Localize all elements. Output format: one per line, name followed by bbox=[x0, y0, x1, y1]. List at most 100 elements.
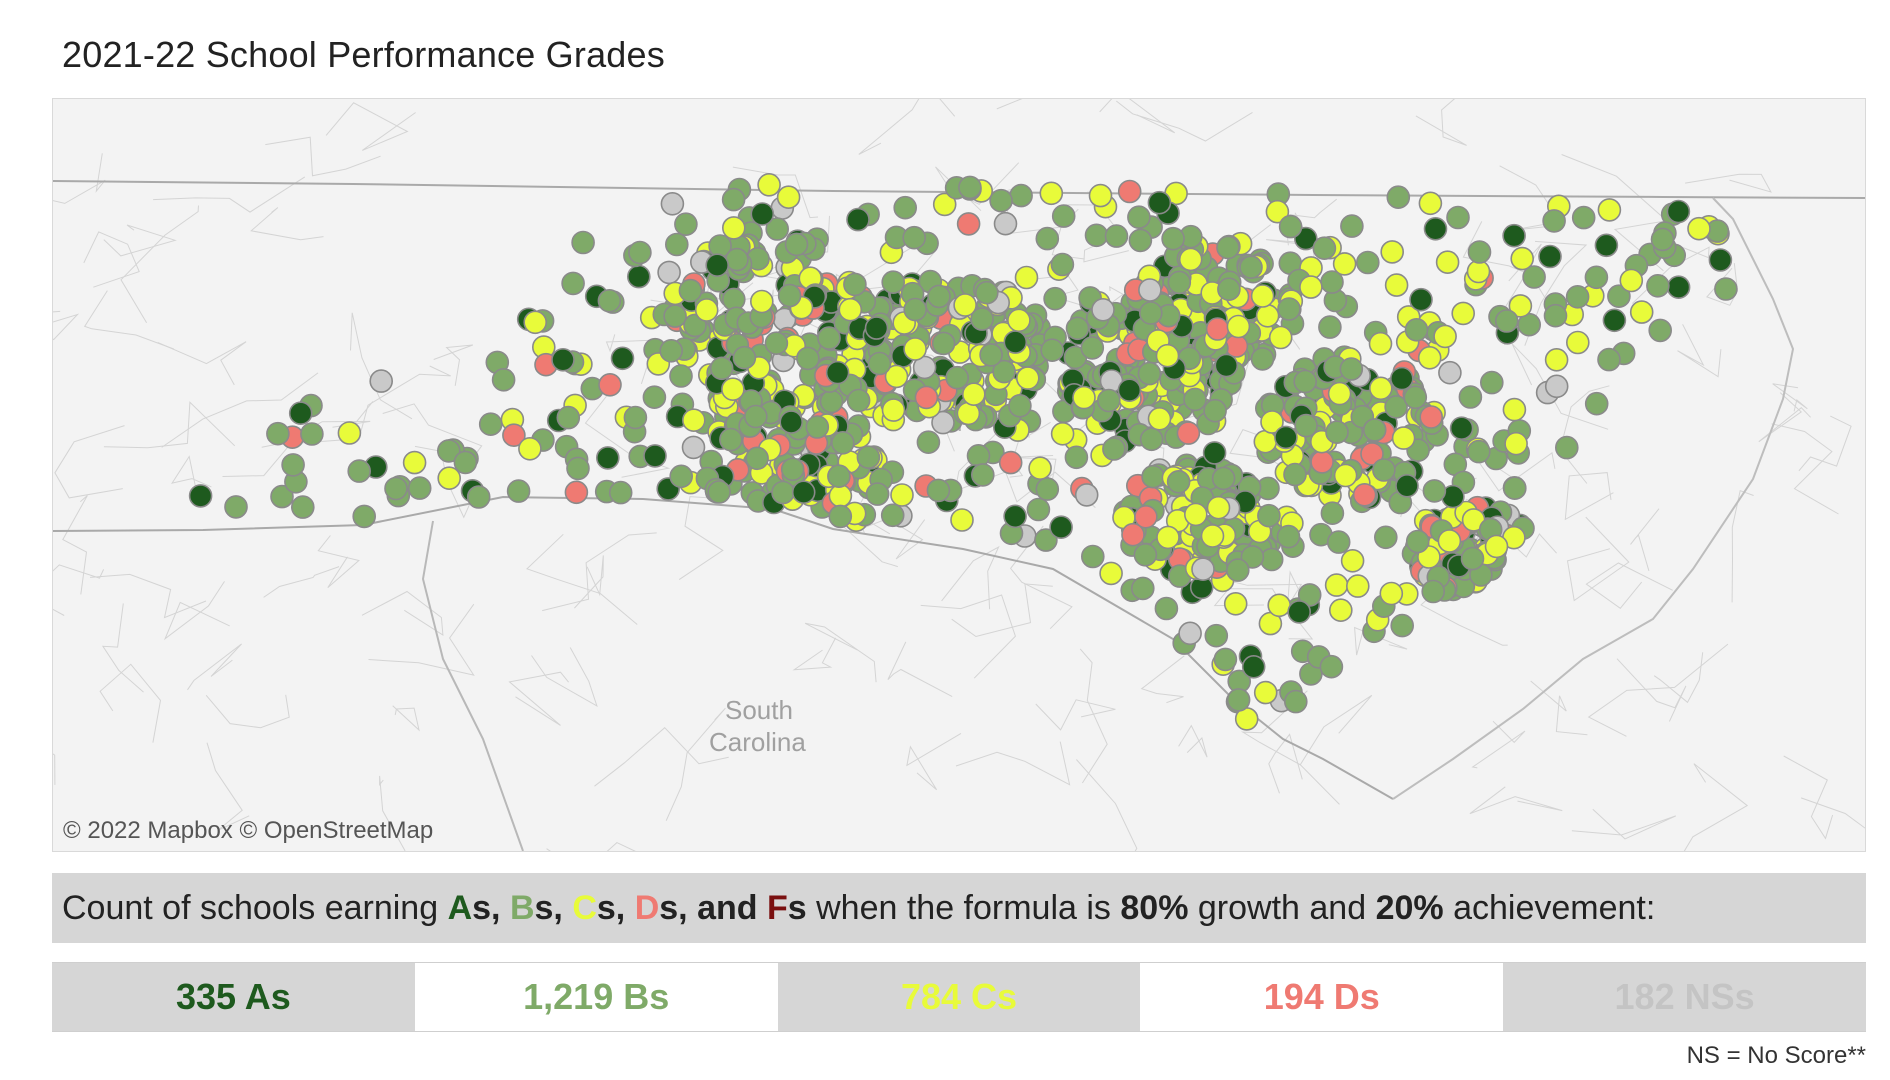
school-point-b[interactable] bbox=[916, 430, 941, 455]
school-point-a[interactable] bbox=[1390, 366, 1414, 391]
school-point-a[interactable] bbox=[1241, 654, 1266, 679]
school-point-b[interactable] bbox=[224, 495, 248, 519]
school-point-a[interactable] bbox=[1502, 223, 1526, 248]
school-point-c[interactable] bbox=[890, 483, 914, 507]
school-point-c[interactable] bbox=[518, 436, 542, 461]
school-point-b[interactable] bbox=[266, 421, 290, 446]
school-point-a[interactable] bbox=[626, 264, 651, 289]
school-point-b[interactable] bbox=[628, 240, 652, 265]
school-point-b[interactable] bbox=[725, 247, 749, 272]
school-point-b[interactable] bbox=[1009, 183, 1033, 208]
school-point-b[interactable] bbox=[663, 304, 687, 328]
school-point-a[interactable] bbox=[288, 401, 313, 426]
school-point-b[interactable] bbox=[491, 367, 516, 392]
school-point-b[interactable] bbox=[817, 326, 841, 350]
school-point-a[interactable] bbox=[1003, 504, 1027, 529]
school-point-b[interactable] bbox=[1154, 596, 1179, 621]
school-point-c[interactable] bbox=[523, 310, 548, 335]
school-point-b[interactable] bbox=[384, 476, 408, 501]
school-point-b[interactable] bbox=[1226, 558, 1250, 582]
school-point-c[interactable] bbox=[1504, 431, 1528, 456]
school-point-b[interactable] bbox=[1390, 613, 1414, 638]
school-point-ns[interactable] bbox=[660, 192, 685, 216]
school-point-b[interactable] bbox=[1102, 437, 1126, 461]
school-point-b[interactable] bbox=[407, 476, 432, 500]
school-point-b[interactable] bbox=[719, 427, 743, 452]
school-point-c[interactable] bbox=[1437, 529, 1462, 553]
school-point-a[interactable] bbox=[610, 346, 635, 371]
school-point-b[interactable] bbox=[1467, 439, 1491, 464]
school-point-c[interactable] bbox=[1433, 324, 1457, 349]
school-point-c[interactable] bbox=[1346, 574, 1370, 598]
school-point-b[interactable] bbox=[796, 346, 820, 371]
school-point-b[interactable] bbox=[1326, 530, 1351, 554]
school-map[interactable]: olir South Carolina © 2022 Mapbox © Open… bbox=[52, 98, 1866, 852]
school-point-b[interactable] bbox=[1356, 250, 1380, 275]
school-point-d[interactable] bbox=[1360, 442, 1384, 466]
school-point-c[interactable] bbox=[1015, 366, 1040, 390]
school-point-a[interactable] bbox=[1287, 600, 1311, 624]
school-point-b[interactable] bbox=[958, 175, 982, 200]
school-point-c[interactable] bbox=[961, 382, 986, 407]
school-point-b[interactable] bbox=[1081, 544, 1105, 569]
school-point-b[interactable] bbox=[1714, 277, 1738, 301]
school-point-a[interactable] bbox=[595, 446, 620, 470]
school-point-b[interactable] bbox=[764, 331, 789, 355]
school-point-b[interactable] bbox=[1131, 576, 1155, 601]
school-point-c[interactable] bbox=[1451, 301, 1475, 326]
school-point-d[interactable] bbox=[914, 385, 939, 410]
school-point-b[interactable] bbox=[1104, 224, 1129, 248]
school-point-c[interactable] bbox=[1619, 268, 1644, 293]
school-point-c[interactable] bbox=[1566, 330, 1590, 355]
school-point-b[interactable] bbox=[1421, 579, 1445, 604]
school-point-b[interactable] bbox=[561, 271, 585, 296]
school-point-c[interactable] bbox=[1253, 680, 1278, 705]
school-point-ns[interactable] bbox=[993, 211, 1018, 236]
school-point-ns[interactable] bbox=[1438, 360, 1462, 385]
school-point-b[interactable] bbox=[1204, 623, 1229, 648]
school-point-ns[interactable] bbox=[1138, 278, 1162, 302]
school-point-b[interactable] bbox=[1257, 503, 1281, 528]
school-point-d[interactable] bbox=[956, 212, 981, 236]
school-point-c[interactable] bbox=[1226, 314, 1251, 339]
school-point-b[interactable] bbox=[931, 331, 956, 356]
school-point-c[interactable] bbox=[1072, 385, 1096, 410]
school-point-b[interactable] bbox=[992, 359, 1016, 384]
school-point-b[interactable] bbox=[1250, 347, 1275, 371]
school-point-b[interactable] bbox=[1051, 204, 1076, 228]
school-point-c[interactable] bbox=[1260, 410, 1284, 434]
school-point-ns[interactable] bbox=[681, 435, 706, 460]
school-point-d[interactable] bbox=[1117, 179, 1142, 204]
school-point-b[interactable] bbox=[1597, 347, 1621, 372]
school-point-c[interactable] bbox=[1099, 561, 1123, 586]
school-point-b[interactable] bbox=[784, 232, 809, 257]
map-canvas[interactable]: olir South Carolina bbox=[53, 99, 1865, 851]
school-point-b[interactable] bbox=[556, 405, 581, 430]
school-point-b[interactable] bbox=[1026, 497, 1051, 522]
school-point-b[interactable] bbox=[1312, 236, 1337, 260]
school-point-d[interactable] bbox=[1419, 405, 1443, 429]
school-point-b[interactable] bbox=[1141, 464, 1165, 489]
school-point-c[interactable] bbox=[1435, 250, 1460, 274]
school-point-b[interactable] bbox=[300, 422, 324, 446]
school-point-c[interactable] bbox=[1379, 581, 1404, 606]
school-point-c[interactable] bbox=[838, 297, 863, 322]
count-a[interactable]: 335 As bbox=[52, 963, 415, 1031]
school-point-b[interactable] bbox=[1555, 435, 1579, 460]
school-point-d[interactable] bbox=[1205, 317, 1230, 341]
school-point-b[interactable] bbox=[664, 232, 689, 257]
school-point-c[interactable] bbox=[1178, 247, 1203, 272]
school-point-c[interactable] bbox=[1206, 495, 1231, 520]
school-point-b[interactable] bbox=[903, 297, 928, 322]
school-point-b[interactable] bbox=[1340, 214, 1364, 238]
school-point-a[interactable] bbox=[1202, 441, 1227, 465]
school-point-c[interactable] bbox=[1007, 308, 1031, 333]
school-point-b[interactable] bbox=[1213, 647, 1238, 672]
school-point-b[interactable] bbox=[1008, 393, 1032, 418]
school-point-c[interactable] bbox=[1391, 426, 1416, 450]
school-point-b[interactable] bbox=[1203, 398, 1227, 423]
school-point-c[interactable] bbox=[903, 337, 927, 361]
school-point-b[interactable] bbox=[771, 480, 795, 505]
school-point-c[interactable] bbox=[1368, 331, 1393, 356]
school-point-c[interactable] bbox=[721, 216, 746, 240]
